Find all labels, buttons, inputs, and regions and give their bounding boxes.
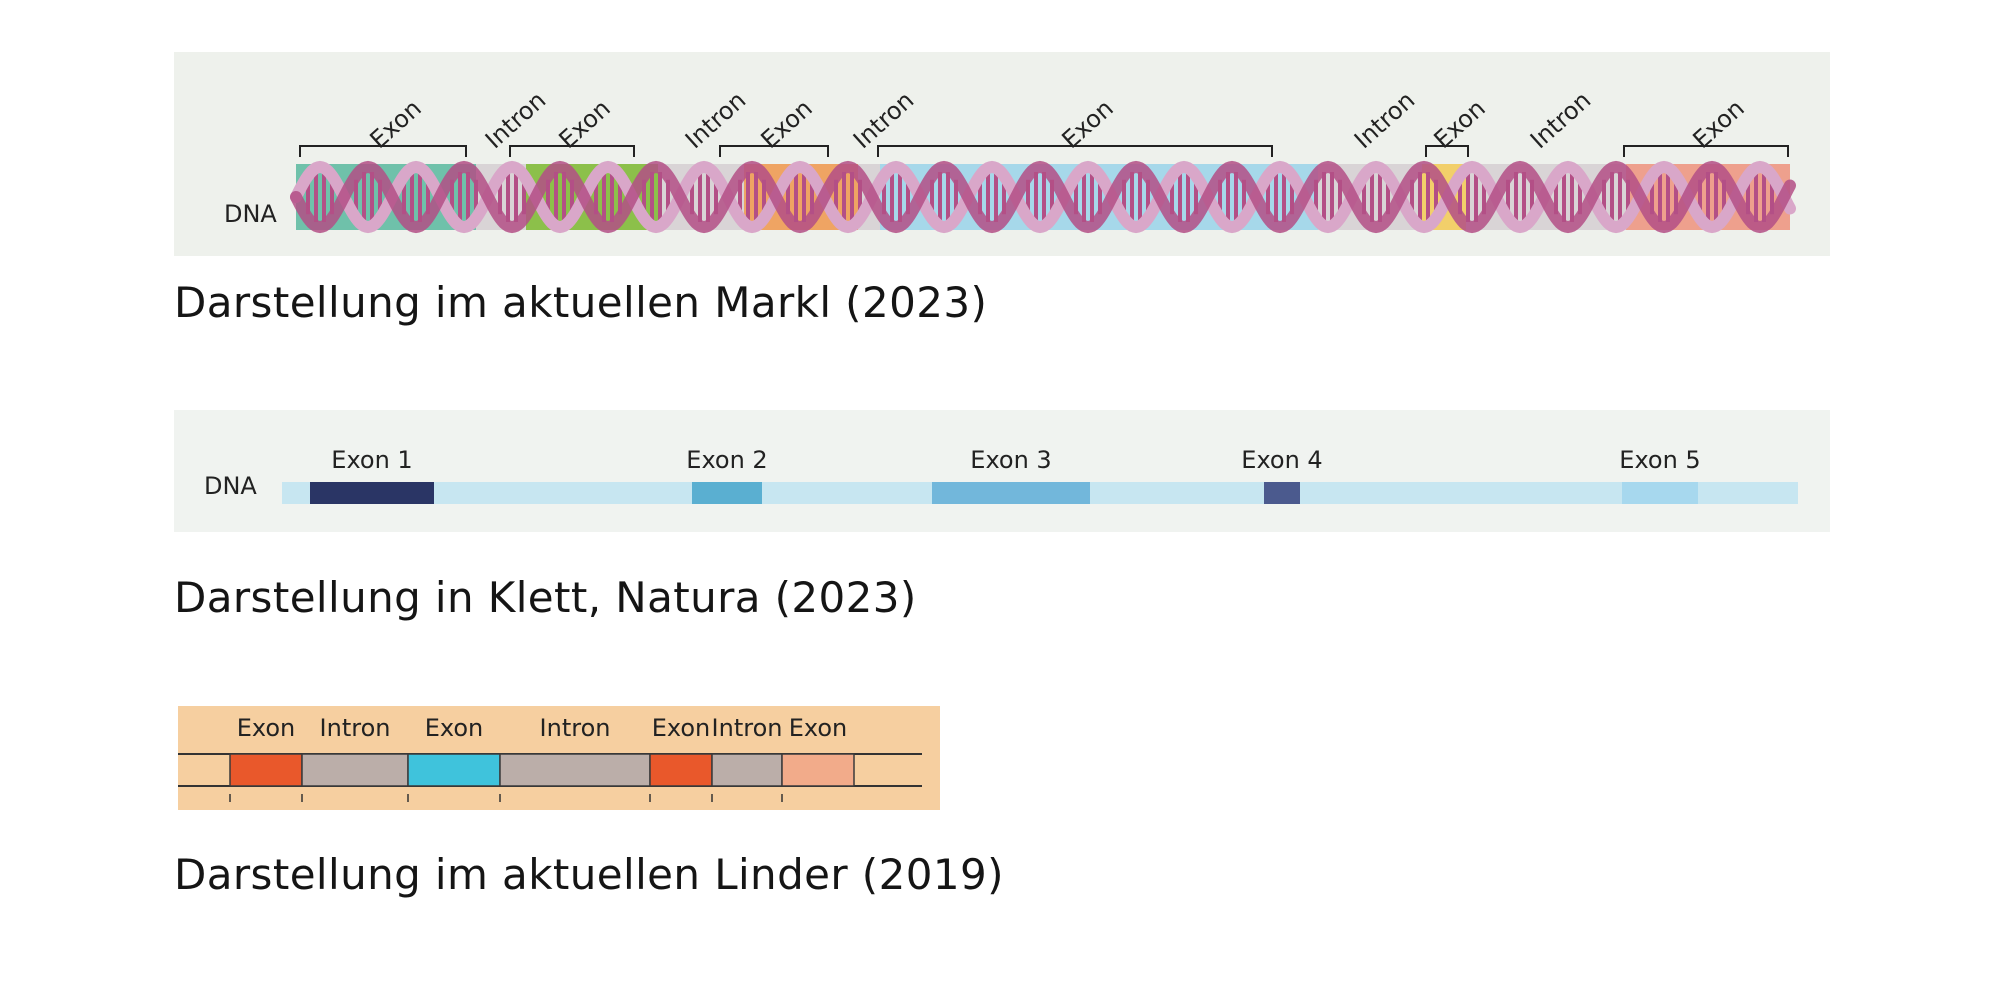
exon-2-label: Exon 2 bbox=[686, 446, 767, 474]
exon-bracket bbox=[509, 145, 635, 157]
exon-1-label: Exon 1 bbox=[331, 446, 412, 474]
exon-label: Exon bbox=[237, 714, 296, 742]
helix-backbone-front bbox=[290, 160, 1796, 234]
exon-bracket bbox=[719, 145, 829, 157]
intron-label: Intron bbox=[848, 86, 919, 154]
exon-bracket bbox=[299, 145, 467, 157]
intron-box-6 bbox=[711, 753, 783, 787]
exon-label: Exon bbox=[425, 714, 484, 742]
exon-box-5 bbox=[649, 753, 713, 787]
exon-4-bar bbox=[1264, 482, 1300, 504]
exon-1-bar bbox=[310, 482, 434, 504]
intron-label: Intron bbox=[320, 714, 391, 742]
intron-label: Intron bbox=[480, 86, 551, 154]
dna-label: DNA bbox=[224, 200, 277, 228]
intron-label: Intron bbox=[1349, 86, 1420, 154]
intron-label: Intron bbox=[680, 86, 751, 154]
markl-caption: Darstellung im aktuellen Markl (2023) bbox=[174, 278, 988, 327]
exon-5-label: Exon 5 bbox=[1619, 446, 1700, 474]
exon-4-label: Exon 4 bbox=[1241, 446, 1322, 474]
klett-dna-svg: DNA Exon 1 Exon 2 Exon 3 Exon 4 Exon 5 bbox=[204, 446, 1798, 504]
intron-box-2 bbox=[301, 753, 409, 787]
intron-label: Intron bbox=[712, 714, 783, 742]
exon-3-label: Exon 3 bbox=[970, 446, 1051, 474]
markl-dna-diagram: DNA Exon Intron Exon Intron Exon Intron Exon Int… bbox=[174, 52, 1830, 256]
klett-dna-diagram: DNA Exon 1 Exon 2 Exon 3 Exon 4 Exon 5 bbox=[174, 410, 1830, 532]
exon-bracket bbox=[877, 145, 1273, 157]
exon-box-3 bbox=[407, 753, 501, 787]
intron-label: Intron bbox=[1525, 86, 1596, 154]
exon-5-bar bbox=[1622, 482, 1698, 504]
exon-3-bar bbox=[932, 482, 1090, 504]
exon-bracket bbox=[1425, 145, 1469, 157]
exon-box-7 bbox=[781, 753, 855, 787]
intron-box-4 bbox=[499, 753, 651, 787]
linder-caption: Darstellung im aktuellen Linder (2019) bbox=[174, 850, 1004, 899]
intron-label: Intron bbox=[540, 714, 611, 742]
exon-label: Exon bbox=[789, 714, 848, 742]
exon-bracket bbox=[1623, 145, 1789, 157]
exon-label: Exon bbox=[652, 714, 711, 742]
exon-box-1 bbox=[229, 753, 303, 787]
linder-dna-svg: Exon Intron Exon Intron Exon Intron Exon bbox=[178, 714, 922, 802]
exon-2-bar bbox=[692, 482, 762, 504]
linder-dna-diagram: Exon Intron Exon Intron Exon Intron Exon bbox=[178, 706, 940, 810]
dna-label: DNA bbox=[204, 472, 257, 500]
klett-caption: Darstellung in Klett, Natura (2023) bbox=[174, 573, 917, 622]
